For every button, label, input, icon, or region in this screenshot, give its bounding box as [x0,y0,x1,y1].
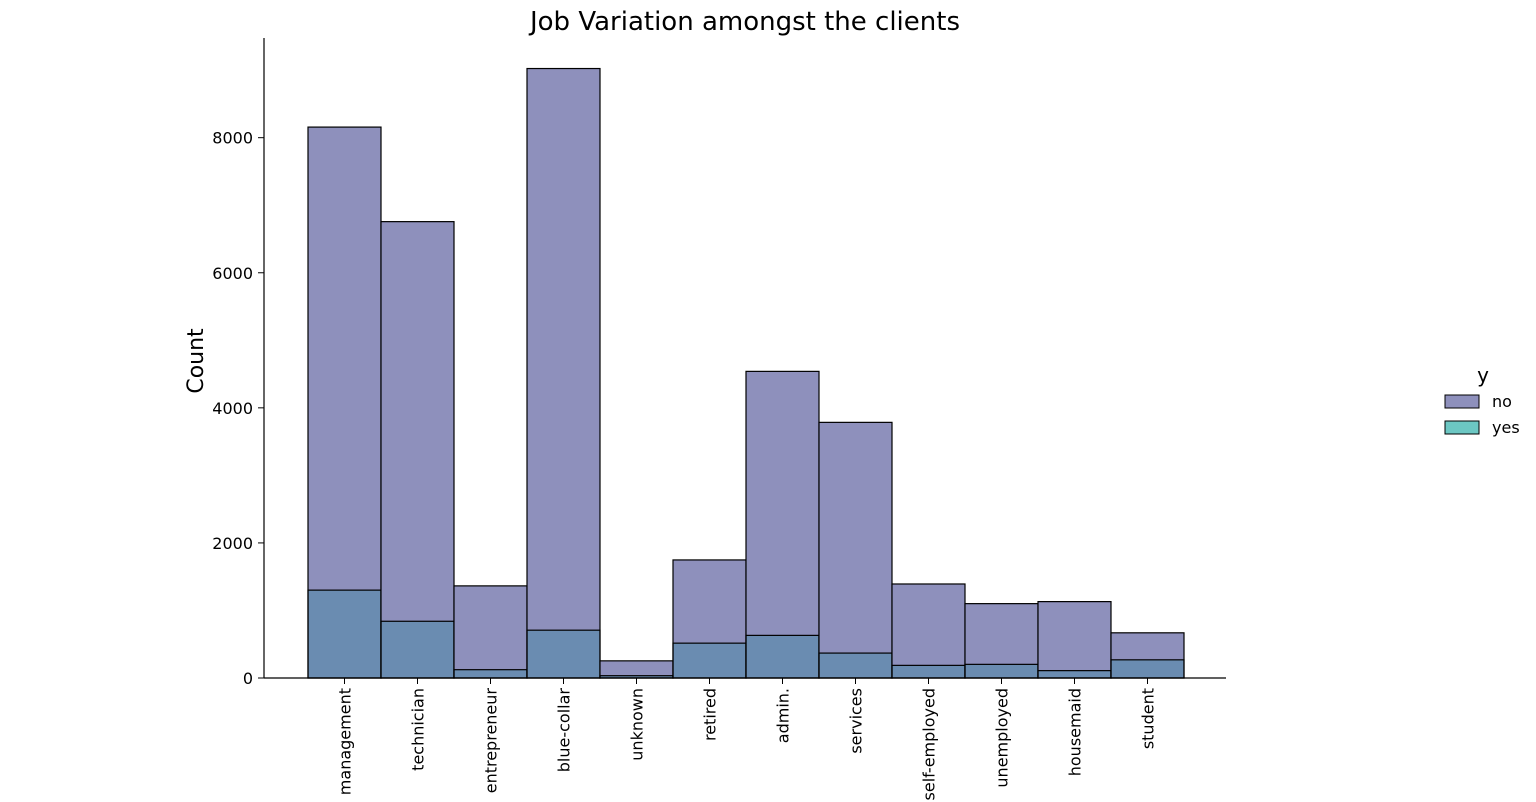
y-axis-label: Count [184,328,209,394]
y-tick-label: 2000 [212,534,253,553]
x-tick-label: technician [409,688,428,771]
bar-yes-9 [965,664,1038,678]
bar-yes-2 [454,669,527,678]
y-tick-label: 0 [243,669,253,688]
y-tick-label: 6000 [212,264,253,283]
bar-no-7 [819,422,892,678]
x-tick-label: admin. [774,688,793,743]
x-tick-label: unemployed [993,688,1012,788]
legend-label-yes: yes [1492,418,1520,437]
bar-no-2 [454,585,527,678]
bar-yes-11 [1111,659,1184,678]
bar-yes-4 [600,675,673,678]
bar-no-6 [746,371,819,678]
x-tick-label: retired [701,688,720,741]
legend-title: y [1477,363,1489,387]
bar-no-8 [892,583,965,678]
legend: y no yes [1444,363,1520,437]
legend-label-no: no [1492,392,1512,411]
bar-yes-1 [381,621,454,678]
legend-swatch-no [1444,394,1480,409]
bar-yes-6 [746,635,819,678]
bar-yes-3 [527,630,600,678]
x-tick-label: management [336,688,355,795]
bar-yes-7 [819,653,892,678]
axes-group: management technician entrepreneur blue-col… [212,38,1226,800]
x-tick-label: blue-collar [555,688,574,773]
x-tick-label: services [847,688,866,754]
bar-no-1 [381,221,454,678]
x-tick-label: self-employed [920,688,939,800]
bar-no-3 [527,68,600,678]
y-tick-label: 4000 [212,399,253,418]
y-tick-label: 8000 [212,129,253,148]
bar-no-10 [1038,601,1111,678]
bar-yes-5 [673,643,746,678]
x-tick-label: entrepreneur [482,688,501,794]
bar-yes-0 [308,590,381,678]
bar-no-0 [308,127,381,679]
x-tick-label: student [1139,688,1158,749]
legend-swatch-yes [1444,420,1480,435]
bar-no-4 [600,660,673,678]
x-tick-label: housemaid [1066,688,1085,776]
bar-yes-8 [892,665,965,678]
x-tick-label: unknown [628,688,647,761]
chart-title: Job Variation amongst the clients [528,7,960,37]
bars-group [307,67,1185,679]
bar-yes-10 [1038,670,1111,678]
